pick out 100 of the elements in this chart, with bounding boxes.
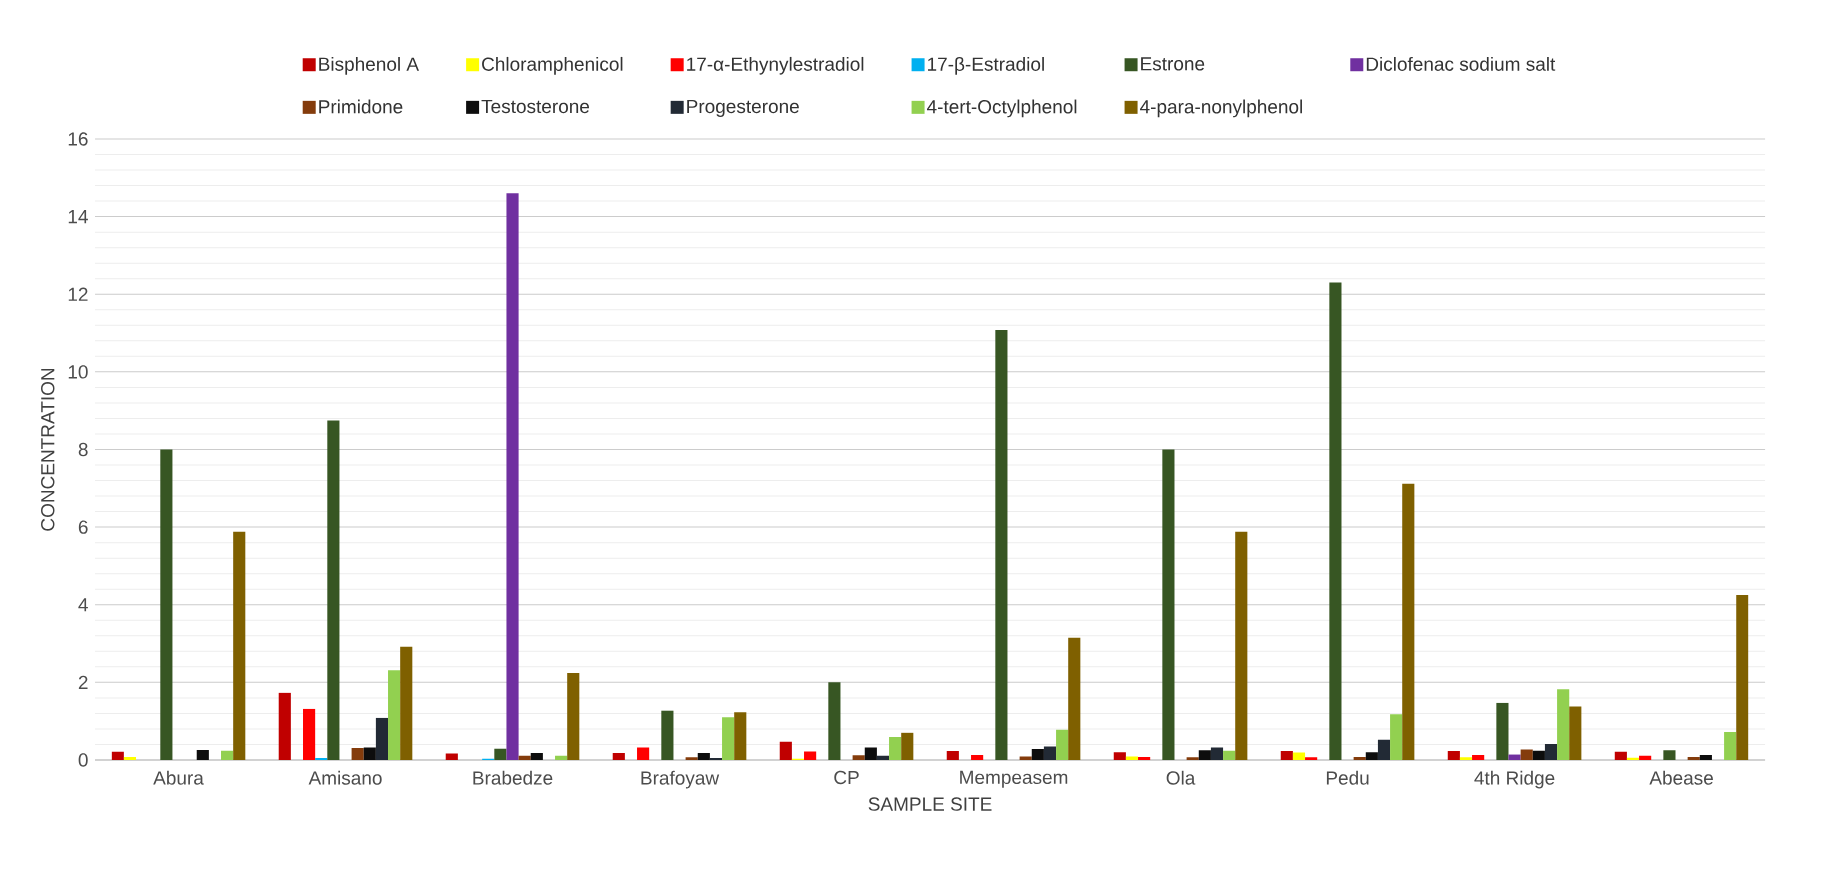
- legend-label: Estrone: [1141, 57, 1205, 71]
- bar: [1198, 750, 1211, 760]
- bar: [1365, 752, 1378, 760]
- bar: [123, 756, 136, 760]
- legend-label: Bisphenol A: [319, 56, 420, 75]
- bar: [828, 682, 841, 760]
- bar: [1125, 756, 1139, 760]
- bar: [1459, 757, 1473, 760]
- bar: [1614, 751, 1627, 760]
- bar: [1162, 449, 1175, 760]
- legend-label: Chloramphenicol: [482, 56, 623, 75]
- bar: [351, 747, 364, 760]
- bar: [303, 708, 316, 760]
- bar: [555, 755, 568, 760]
- y-tick-label: 0: [78, 753, 88, 767]
- bar: [1663, 750, 1676, 760]
- x-tick-label: Brafoyaw: [641, 770, 720, 789]
- bar: [1520, 749, 1533, 760]
- bar: [1031, 749, 1044, 760]
- bar: [1557, 689, 1570, 760]
- x-tick-label: 4th Ridge: [1474, 770, 1555, 789]
- bar: [1496, 702, 1509, 760]
- y-tick-label: 4: [78, 598, 88, 612]
- bar: [1699, 754, 1712, 760]
- legend-label: Diclofenac sodium salt: [1366, 56, 1556, 71]
- x-tick-label: Abura: [153, 770, 204, 785]
- bar: [697, 753, 710, 760]
- bar: [278, 692, 291, 760]
- x-tick-label: Amisano: [308, 770, 382, 785]
- y-tick-label: 12: [68, 287, 88, 301]
- bar: [1508, 754, 1521, 760]
- bar: [445, 753, 458, 760]
- bar: [971, 754, 984, 760]
- bar: [612, 753, 625, 760]
- bar: [1402, 483, 1415, 760]
- bar: [494, 748, 507, 760]
- bar: [388, 670, 401, 760]
- bar: [946, 751, 959, 760]
- bar: [518, 755, 531, 760]
- bar: [722, 717, 735, 760]
- bar: [221, 750, 234, 760]
- bar: [1639, 755, 1652, 760]
- bar: [1544, 744, 1558, 760]
- bar: [327, 420, 340, 760]
- legend-label: 4-para-nonylphenol: [1140, 99, 1302, 118]
- bar: [1353, 756, 1366, 760]
- y-axis-title: CONCENTRATION: [41, 368, 55, 531]
- y-tick-label: 6: [78, 520, 88, 534]
- y-tick-label: 2: [78, 675, 88, 689]
- bar: [363, 747, 376, 760]
- y-tick-label: 14: [68, 210, 88, 224]
- bar: [685, 757, 698, 760]
- y-tick-label: 10: [68, 365, 88, 379]
- y-tick-label: 8: [78, 442, 88, 457]
- bar: [1532, 750, 1545, 760]
- legend-label: 17-α-Ethynylestradiol: [687, 56, 864, 75]
- bar: [1447, 751, 1460, 760]
- bar: [196, 749, 209, 760]
- bar: [864, 747, 877, 760]
- bar: [1390, 714, 1403, 760]
- x-tick-label: Abease: [1649, 770, 1713, 785]
- x-axis-title: SAMPLE SITE: [868, 797, 992, 811]
- bar: [1210, 747, 1224, 760]
- x-tick-label: Ola: [1166, 770, 1196, 785]
- legend-label: 4-tert-Octylphenol: [927, 99, 1077, 118]
- bar: [1223, 750, 1236, 760]
- bar: [1068, 637, 1081, 760]
- legend-label: Progesterone: [687, 99, 799, 117]
- x-tick-label: CP: [834, 770, 859, 785]
- bar: [661, 710, 674, 760]
- x-tick-label: Pedu: [1326, 770, 1369, 785]
- bar: [111, 751, 124, 760]
- bar: [400, 646, 413, 760]
- bar: [160, 449, 173, 760]
- bar: [852, 755, 865, 760]
- bar: [1043, 746, 1057, 760]
- bar: [779, 741, 792, 760]
- legend-label: 17-β-Estradiol: [928, 56, 1044, 75]
- bar: [889, 737, 902, 760]
- x-tick-label: Mempeasem: [960, 770, 1068, 788]
- bar: [1329, 282, 1342, 760]
- bar: [1280, 751, 1293, 760]
- bar: [804, 751, 817, 760]
- bar: [567, 673, 580, 760]
- bar: [1687, 756, 1700, 760]
- bar: [734, 712, 747, 760]
- bar: [901, 732, 914, 760]
- bar: [1472, 754, 1485, 760]
- bar: [506, 193, 519, 760]
- bar: [876, 755, 890, 760]
- bar: [637, 747, 650, 760]
- y-tick-label: 16: [68, 132, 88, 146]
- bar: [233, 531, 246, 760]
- bar: [1724, 732, 1737, 760]
- bar: [1138, 756, 1151, 760]
- bar: [1377, 739, 1391, 760]
- bar: [1305, 757, 1318, 760]
- legend-label: Testosterone: [481, 99, 590, 114]
- x-tick-label: Brabedze: [473, 770, 553, 785]
- bar: [530, 753, 543, 760]
